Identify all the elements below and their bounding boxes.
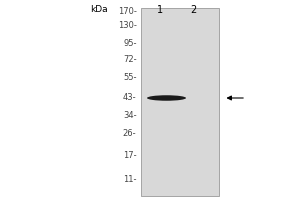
Ellipse shape — [147, 95, 186, 101]
Text: 72-: 72- — [123, 55, 136, 64]
Text: 170-: 170- — [118, 7, 136, 17]
Bar — [141, 8, 219, 196]
Text: 2: 2 — [190, 5, 196, 15]
Text: kDa: kDa — [90, 5, 108, 14]
Text: 95-: 95- — [123, 40, 136, 48]
Text: 34-: 34- — [123, 111, 136, 120]
Text: 1: 1 — [158, 5, 164, 15]
Text: 26-: 26- — [123, 130, 136, 139]
Text: 17-: 17- — [123, 152, 136, 160]
Text: 55-: 55- — [123, 73, 136, 82]
Text: 130-: 130- — [118, 21, 136, 30]
Text: 43-: 43- — [123, 94, 136, 102]
Text: 11-: 11- — [123, 176, 136, 184]
